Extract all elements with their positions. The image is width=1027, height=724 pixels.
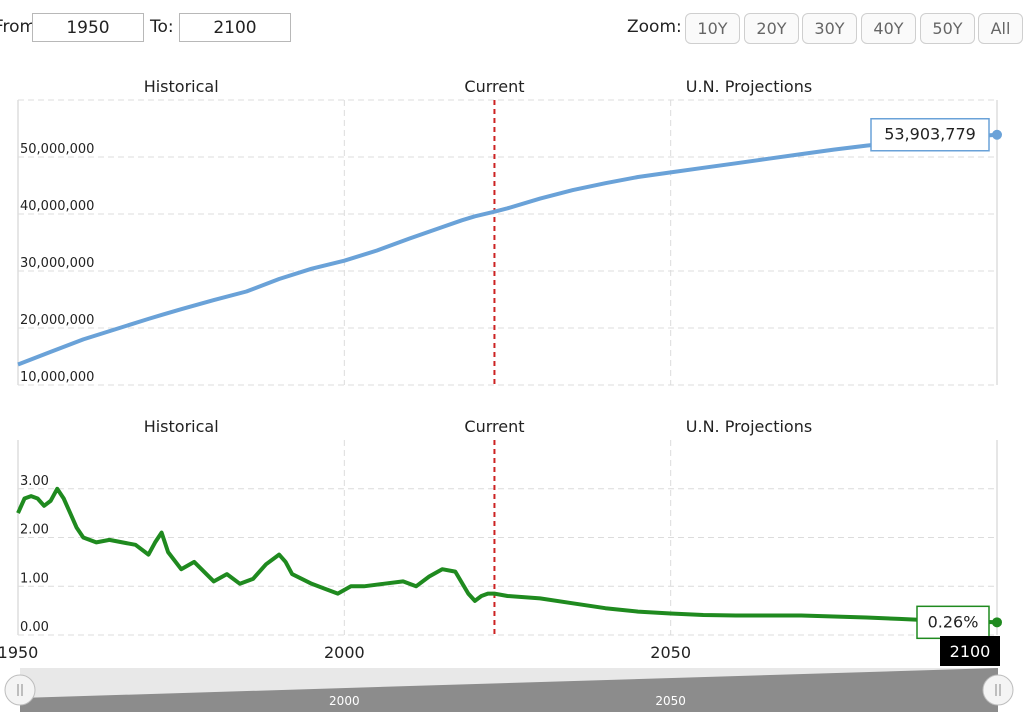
- navigator-tick-label: 2000: [329, 694, 360, 708]
- y-tick-label: 30,000,000: [20, 256, 94, 271]
- zoom-50y-button[interactable]: 50Y: [920, 13, 975, 44]
- zoom-label: Zoom:: [627, 17, 682, 37]
- x-axis-highlight-box: [940, 636, 1000, 666]
- section-label: U.N. Projections: [686, 417, 812, 436]
- value-tooltip-text: 53,903,779: [884, 125, 976, 144]
- zoom-40y-button[interactable]: 40Y: [861, 13, 916, 44]
- from-year-input[interactable]: [32, 13, 144, 42]
- series-end-point: [992, 129, 1002, 140]
- section-label: U.N. Projections: [686, 77, 812, 96]
- to-label: To:: [150, 17, 174, 37]
- y-tick-label: 40,000,000: [20, 199, 94, 214]
- y-tick-label: 50,000,000: [20, 142, 94, 157]
- zoom-30y-button[interactable]: 30Y: [802, 13, 857, 44]
- navigator-left-handle[interactable]: [4, 674, 36, 706]
- y-tick-label: 3.00: [20, 474, 49, 489]
- y-tick-label: 10,000,000: [20, 370, 94, 385]
- navigator-area: [20, 668, 998, 712]
- x-tick-label: 1950: [0, 643, 38, 662]
- value-tooltip-box: [916, 605, 990, 640]
- navigator-right-handle[interactable]: [982, 674, 1014, 706]
- x-tick-label: 2100: [950, 642, 991, 661]
- y-tick-label: 2.00: [20, 523, 49, 538]
- y-tick-label: 20,000,000: [20, 313, 94, 328]
- series-end-point: [992, 617, 1002, 628]
- y-tick-label: 1.00: [20, 571, 49, 586]
- growth-rate-series-line: [16, 486, 998, 625]
- x-tick-label: 2050: [650, 643, 691, 662]
- section-label: Historical: [144, 417, 219, 436]
- section-label: Historical: [144, 77, 219, 96]
- value-tooltip-text: 0.26%: [928, 612, 979, 631]
- population-series-line: [17, 132, 998, 367]
- section-label: Current: [464, 77, 524, 96]
- zoom-all-button[interactable]: All: [978, 13, 1023, 44]
- from-label: From:: [0, 17, 42, 37]
- zoom-10y-button[interactable]: 10Y: [685, 13, 740, 44]
- section-label: Current: [464, 417, 524, 436]
- value-tooltip-box: [870, 117, 990, 152]
- to-year-input[interactable]: [179, 13, 291, 42]
- y-tick-label: 0.00: [20, 620, 49, 635]
- navigator-tick-label: 2050: [655, 694, 686, 708]
- zoom-20y-button[interactable]: 20Y: [744, 13, 799, 44]
- x-tick-label: 2000: [324, 643, 365, 662]
